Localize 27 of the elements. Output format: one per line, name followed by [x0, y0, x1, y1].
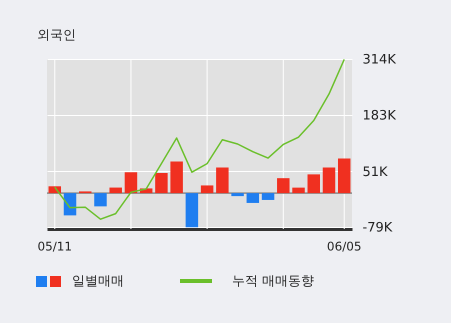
bar: [170, 162, 183, 194]
bar: [308, 174, 320, 194]
bar: [109, 188, 122, 194]
bar: [124, 172, 138, 194]
bar: [231, 193, 244, 196]
legend-label: 누적 매매동향: [232, 273, 314, 290]
chart-title: 외국인: [37, 27, 76, 44]
line-series: [54, 58, 345, 220]
y-tick-label: -79K: [362, 220, 393, 236]
bar: [216, 167, 229, 194]
bar: [64, 193, 76, 216]
bar: [322, 167, 336, 194]
y-tick-label: 51K: [362, 164, 388, 180]
bar: [292, 188, 305, 194]
bar: [155, 173, 168, 194]
x-tick-label: 06/05: [326, 240, 362, 254]
bar: [262, 193, 274, 200]
bar: [338, 158, 350, 194]
bar: [246, 193, 260, 203]
y-tick-label: 183K: [362, 108, 396, 124]
legend-label: 일별매매: [72, 273, 124, 290]
bar: [186, 193, 198, 228]
x-tick-label: 05/11: [37, 240, 72, 254]
bar: [200, 185, 214, 194]
bar: [94, 193, 107, 206]
bar: [277, 178, 290, 194]
y-tick-label: 314K: [362, 52, 396, 68]
